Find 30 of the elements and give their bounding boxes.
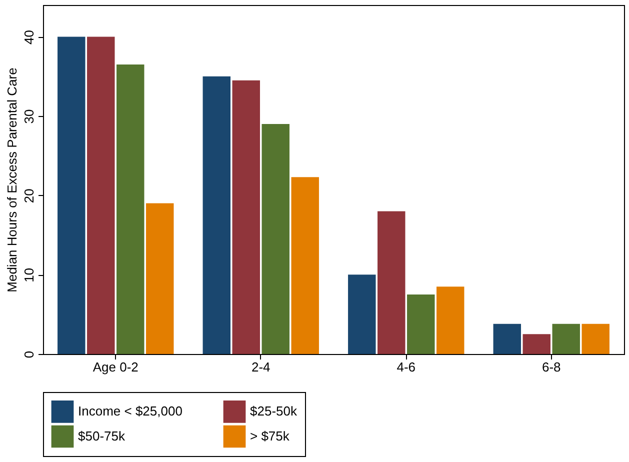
bar: [232, 80, 260, 354]
bar: [262, 124, 290, 354]
y-tick-label: 10: [22, 268, 36, 282]
x-tick-label: 6-8: [542, 360, 561, 374]
y-tick-label: 30: [22, 109, 36, 124]
y-tick-label: 0: [22, 350, 36, 358]
bar: [493, 324, 521, 354]
y-tick-label: 40: [22, 30, 36, 44]
legend-label: > $75k: [250, 428, 290, 444]
y-tick-label: 20: [22, 188, 36, 204]
x-tick-label: 4-6: [396, 360, 416, 374]
bar: [582, 324, 610, 354]
legend-label: Income < $25,000: [78, 404, 182, 419]
bar: [58, 36, 86, 354]
bar: [291, 177, 319, 354]
bar: [146, 203, 174, 354]
legend-label: $50-75k: [78, 428, 126, 444]
bar: [552, 324, 580, 354]
bar: [522, 334, 550, 354]
bar: [407, 294, 435, 354]
legend-label: $25-50k: [250, 404, 298, 419]
bar: [87, 36, 115, 354]
x-tick-label: Age 0-2: [92, 360, 138, 374]
bar: [116, 64, 144, 354]
y-axis-title: Median Hours of Excess Parental Care: [4, 68, 20, 292]
bar: [378, 211, 406, 354]
bar: [202, 76, 230, 354]
x-tick-label: 2-4: [251, 360, 270, 374]
bar: [348, 274, 376, 354]
bar: [436, 286, 464, 354]
